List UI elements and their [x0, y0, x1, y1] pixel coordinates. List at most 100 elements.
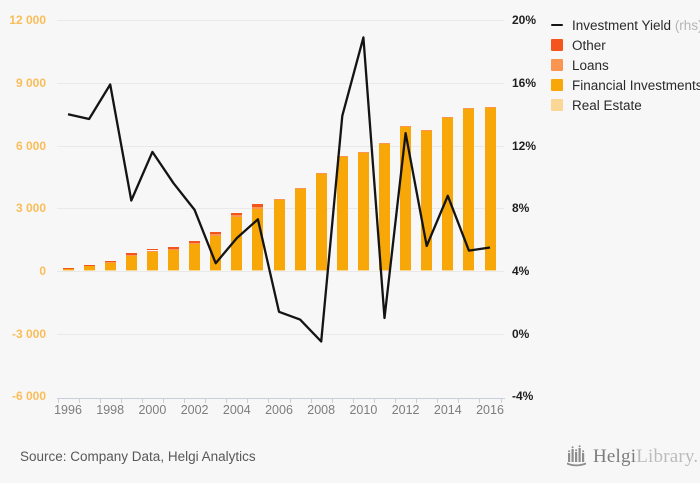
x-axis-tick: 2002 — [180, 403, 209, 417]
x-axis-tickmark — [99, 398, 101, 403]
bar-segment-financial-investments — [294, 189, 306, 271]
x-axis-tickmark — [78, 398, 80, 403]
bar-segment-loans — [231, 215, 243, 217]
bar-segment-other — [168, 247, 179, 249]
legend-label: Investment Yield (rhs) — [572, 18, 700, 33]
y-axis-tick-left: 0 — [39, 264, 46, 278]
source-text: Source: Company Data, Helgi Analytics — [20, 449, 256, 464]
gridline — [57, 145, 504, 147]
x-axis-tickmark — [500, 398, 502, 403]
legend-color-swatch — [551, 39, 563, 51]
x-axis-tickmark — [141, 398, 143, 403]
legend-color-swatch — [551, 59, 563, 71]
bar-segment-financial-investments — [400, 126, 412, 271]
x-axis-tickmark — [310, 398, 312, 403]
bar-segment-financial-investments — [189, 243, 201, 270]
bar-segment-financial-investments — [168, 249, 179, 270]
bar-segment-other — [231, 212, 243, 216]
bar-segment-real-estate — [83, 270, 95, 271]
x-axis-tick: 2014 — [433, 403, 462, 417]
legend: Investment Yield (rhs) Other Loans Financia… — [551, 15, 700, 115]
bar-segment-financial-investments — [379, 142, 390, 271]
legend-item-loans: Loans — [551, 55, 700, 75]
bar-segment-financial-investments — [125, 255, 137, 270]
x-axis-tickmark — [373, 398, 375, 403]
bar-segment-loans — [146, 250, 158, 252]
bar-segment-real-estate — [442, 270, 454, 271]
bar-segment-real-estate — [210, 270, 222, 271]
bar-segment-real-estate — [125, 270, 137, 271]
bar-segment-real-estate — [168, 270, 179, 271]
y-axis-tick-right: 0% — [512, 326, 530, 341]
x-axis-tickmark — [416, 398, 418, 403]
legend-item-investment-yield: Investment Yield (rhs) — [551, 15, 700, 35]
bar-segment-real-estate — [357, 270, 369, 271]
x-axis-tickmark — [352, 398, 354, 403]
bar-segment-other — [125, 253, 137, 255]
y-axis-tick-left: 9 000 — [15, 75, 46, 90]
x-axis-tickmark — [120, 398, 122, 403]
x-axis-tick: 2012 — [391, 403, 420, 417]
bar-segment-financial-investments — [231, 216, 243, 270]
legend-item-financial-investments: Financial Investments — [551, 75, 700, 95]
x-axis-tick: 2016 — [476, 403, 504, 417]
bar-segment-real-estate — [146, 270, 158, 271]
y-axis-tick-right: 12% — [512, 138, 537, 153]
x-axis-tick: 2000 — [138, 403, 167, 417]
bar-segment-real-estate — [294, 270, 306, 271]
bar-segment-real-estate — [273, 270, 285, 271]
bar-segment-loans — [125, 254, 137, 256]
bar-segment-financial-investments — [484, 107, 496, 271]
gridline — [57, 271, 504, 272]
bar-segment-real-estate — [463, 270, 475, 271]
y-axis-tick-right: 4% — [512, 264, 530, 278]
bar-segment-real-estate — [315, 270, 327, 271]
bar-segment-real-estate — [104, 270, 116, 271]
bar-segment-loans — [252, 207, 264, 209]
y-axis-tick-right: 16% — [512, 75, 537, 90]
bar-segment-loans — [273, 198, 285, 200]
bar-segment-real-estate — [62, 270, 74, 271]
y-axis-tick-left: 12 000 — [9, 13, 46, 28]
bar-segment-real-estate — [252, 270, 264, 271]
gridline — [57, 333, 504, 335]
gridline — [57, 20, 504, 22]
bar-segment-real-estate — [421, 270, 433, 271]
x-axis-tickmark — [289, 398, 291, 403]
x-axis-tick: 1998 — [96, 403, 125, 417]
logo-suffix: Library. — [636, 446, 699, 467]
x-axis-tick: 2010 — [349, 403, 378, 417]
bar-segment-other — [146, 248, 158, 251]
x-axis-tickmark — [247, 398, 249, 403]
x-axis-tickmark — [479, 398, 481, 403]
bar-segment-financial-investments — [336, 156, 348, 271]
legend-item-other: Other — [551, 35, 700, 55]
y-axis-tick-left: 6 000 — [15, 138, 46, 153]
legend-label: Other — [572, 37, 606, 53]
bar-segment-real-estate — [189, 270, 201, 271]
y-axis-tick-right: 8% — [512, 201, 530, 216]
gridline — [57, 82, 504, 84]
bar-segment-loans — [168, 248, 179, 250]
bar-segment-financial-investments — [62, 268, 74, 271]
y-axis-tick-right: -4% — [512, 389, 534, 404]
x-axis-tickmark — [184, 398, 186, 403]
x-axis-tickmark — [226, 398, 228, 403]
bar-segment-loans — [294, 188, 306, 189]
bar-segment-real-estate — [484, 270, 496, 271]
y-axis-tick-right: 20% — [512, 13, 537, 28]
bar-segment-real-estate — [400, 270, 412, 271]
bar-segment-loans — [210, 234, 222, 236]
bar-segment-other — [189, 240, 201, 243]
x-axis-tickmark — [458, 398, 460, 403]
y-axis-tick-left: -3 000 — [11, 326, 46, 341]
legend-label: Loans — [572, 57, 609, 73]
x-axis-tickmark — [162, 398, 164, 403]
logo-word: Helgi — [593, 446, 637, 467]
bar-segment-financial-investments — [463, 108, 475, 271]
bar-segment-financial-investments — [210, 235, 222, 270]
bar-segment-real-estate — [231, 270, 243, 271]
legend-label: Real Estate — [572, 97, 642, 113]
